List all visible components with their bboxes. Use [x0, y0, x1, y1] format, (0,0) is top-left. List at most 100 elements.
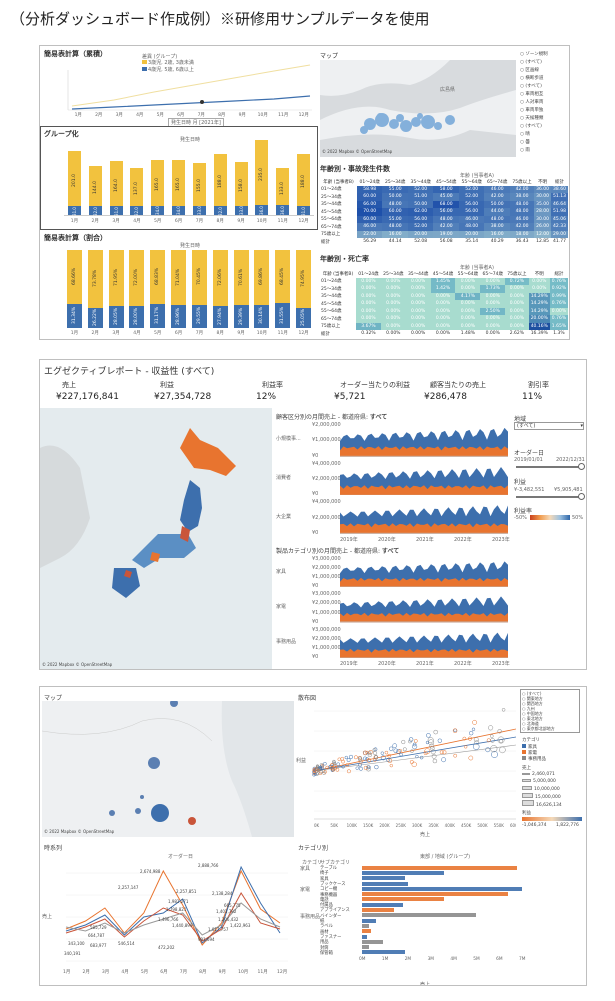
region-option[interactable]: ○ 東北地方 [522, 716, 543, 721]
legend-cat-item[interactable]: 事務用品 [522, 756, 546, 762]
area-chart[interactable] [340, 422, 508, 457]
group-bar-bottom[interactable] [172, 205, 186, 215]
area-chart[interactable] [340, 556, 508, 588]
pct-bar-top[interactable] [108, 250, 124, 307]
pct-bar-bottom[interactable] [129, 306, 145, 328]
order-date-slider[interactable] [516, 466, 582, 468]
catbar-bar[interactable] [362, 881, 408, 886]
catbar-bar[interactable] [362, 865, 518, 870]
group-bar-bottom[interactable] [130, 206, 144, 215]
group-bar-bottom[interactable] [192, 205, 206, 215]
accident-map[interactable]: 広島県 © 2022 Mapbox © OpenStreetMap [320, 60, 516, 157]
legend-cat-item[interactable]: 家電 [522, 750, 537, 756]
pct-bar-top[interactable] [129, 250, 145, 307]
group-bar-top[interactable] [192, 162, 206, 206]
pct-bar-bottom[interactable] [171, 305, 187, 328]
filter-option[interactable]: ○ (すべて) [520, 84, 542, 89]
profit-handle-right[interactable] [578, 493, 585, 500]
pct-bar-bottom[interactable] [191, 304, 207, 328]
filter-option[interactable]: ○ 晴 [520, 132, 530, 137]
area-chart[interactable] [340, 591, 508, 623]
group-bar-top[interactable] [213, 154, 227, 207]
area-chart[interactable] [340, 627, 508, 658]
pct-bar-top[interactable] [191, 250, 207, 305]
pct-bar-bottom[interactable] [108, 306, 124, 328]
region-option[interactable]: ○ 九州 [522, 706, 535, 711]
pct-bar-bottom[interactable] [233, 305, 249, 328]
group-bar-bottom[interactable] [88, 206, 102, 215]
filter-option[interactable]: ○ (すべて) [520, 124, 542, 129]
filter-option[interactable]: ○ 雨 [520, 148, 530, 153]
catbar-bar[interactable] [362, 923, 369, 928]
group-bar-top[interactable] [130, 168, 144, 207]
filter-option[interactable]: ○ 車両単独 [520, 108, 544, 113]
category-bar-chart[interactable]: 家具 家電 事務用品 テーブル 椅子 家具 ブックケース コピー機 事務機器 電話 付属品 アプライア… [298, 865, 525, 973]
pct-bar-top[interactable] [212, 250, 228, 307]
region-option[interactable]: ○ 関東地方 [522, 696, 543, 701]
group-bar-bottom[interactable] [109, 206, 123, 215]
catbar-bar[interactable] [362, 913, 477, 918]
group-bar-top[interactable] [172, 159, 186, 206]
group-bar-bottom[interactable] [255, 205, 269, 215]
group-bar-top[interactable] [88, 166, 102, 207]
pct-bar-top[interactable] [171, 250, 187, 306]
catbar-bar[interactable] [362, 945, 369, 950]
filter-option[interactable]: ○ 車両相互 [520, 92, 544, 97]
japan-map[interactable]: © 2022 Mapbox © OpenStreetMap [40, 408, 272, 669]
catbar-bar[interactable] [362, 950, 406, 955]
group-bar-bottom[interactable] [213, 206, 227, 215]
region-option[interactable]: ○ (すべて) [522, 691, 542, 696]
filter-option[interactable]: ○ 曇 [520, 140, 530, 145]
group-bar-top[interactable] [109, 161, 123, 207]
scatter-plot[interactable]: 0K 50K 100K 150K 200K 250K 300K 350K 400K 450K 500… [298, 701, 516, 831]
catbar-bar[interactable] [362, 897, 445, 902]
pct-bar-top[interactable] [87, 250, 103, 308]
pct-bar-top[interactable] [66, 250, 82, 304]
region-option[interactable]: ○ 関西地方 [522, 701, 543, 706]
pct-bar-bottom[interactable] [296, 308, 312, 328]
pct-bar-bottom[interactable] [87, 307, 103, 328]
group-bar-bottom[interactable] [234, 205, 248, 215]
group-bar-bottom[interactable] [297, 206, 311, 215]
pct-bar-top[interactable] [275, 250, 291, 304]
pct-bar-bottom[interactable] [254, 304, 270, 328]
region-filter-dropdown[interactable]: (すべて) ▾ [514, 422, 584, 430]
group-bar-bottom[interactable] [276, 205, 290, 215]
group-bar-top[interactable] [151, 159, 165, 206]
catbar-bar[interactable] [362, 902, 404, 907]
pct-bar-top[interactable] [296, 250, 312, 309]
kanto-map[interactable]: © 2022 Mapbox © OpenStreetMap [41, 699, 294, 837]
filter-option[interactable]: ○ ゾーン規制 [520, 52, 548, 57]
filter-option[interactable]: ○ 人対車両 [520, 100, 544, 105]
filter-option[interactable]: ○ 区画線 [520, 68, 539, 73]
pct-bar-top[interactable] [150, 250, 166, 304]
pct-bar-top[interactable] [254, 250, 270, 305]
pct-bar-bottom[interactable] [212, 306, 228, 328]
time-series-chart[interactable]: 1月 2月 3月 4月 5月 6月 7月 8月 9月 10月 11月 12月 2,674,988 2,88… [48, 859, 288, 975]
region-option[interactable]: ○ 東京都北部地方 [522, 726, 555, 731]
pct-bar-bottom[interactable] [150, 303, 166, 328]
catbar-bar[interactable] [362, 939, 383, 944]
group-bar-bottom[interactable] [151, 205, 165, 215]
pct-bar-bottom[interactable] [275, 303, 291, 328]
group-bar-bottom[interactable] [67, 206, 81, 215]
group-bar-top[interactable] [255, 139, 269, 206]
catbar-bar[interactable] [362, 870, 445, 875]
catbar-bar[interactable] [362, 908, 394, 913]
region-option[interactable]: ○ 北海道 [522, 721, 539, 726]
catbar-bar[interactable] [362, 929, 372, 934]
region-option[interactable]: ○ 中国地方 [522, 711, 543, 716]
filter-option[interactable]: ○ 天候種類 [520, 116, 544, 121]
profit-slider[interactable] [516, 496, 582, 498]
pct-bar-bottom[interactable] [66, 303, 82, 328]
catbar-bar[interactable] [362, 876, 406, 881]
group-bar-top[interactable] [276, 168, 290, 206]
area-chart[interactable] [340, 461, 508, 496]
group-bar-top[interactable] [297, 154, 311, 207]
catbar-bar[interactable] [362, 934, 367, 939]
catbar-bar[interactable] [362, 892, 509, 897]
group-bar-top[interactable] [67, 150, 81, 207]
filter-option[interactable]: ○ 横断歩道 [520, 76, 544, 81]
catbar-bar[interactable] [362, 918, 376, 923]
legend-cat-item[interactable]: 家具 [522, 744, 537, 750]
